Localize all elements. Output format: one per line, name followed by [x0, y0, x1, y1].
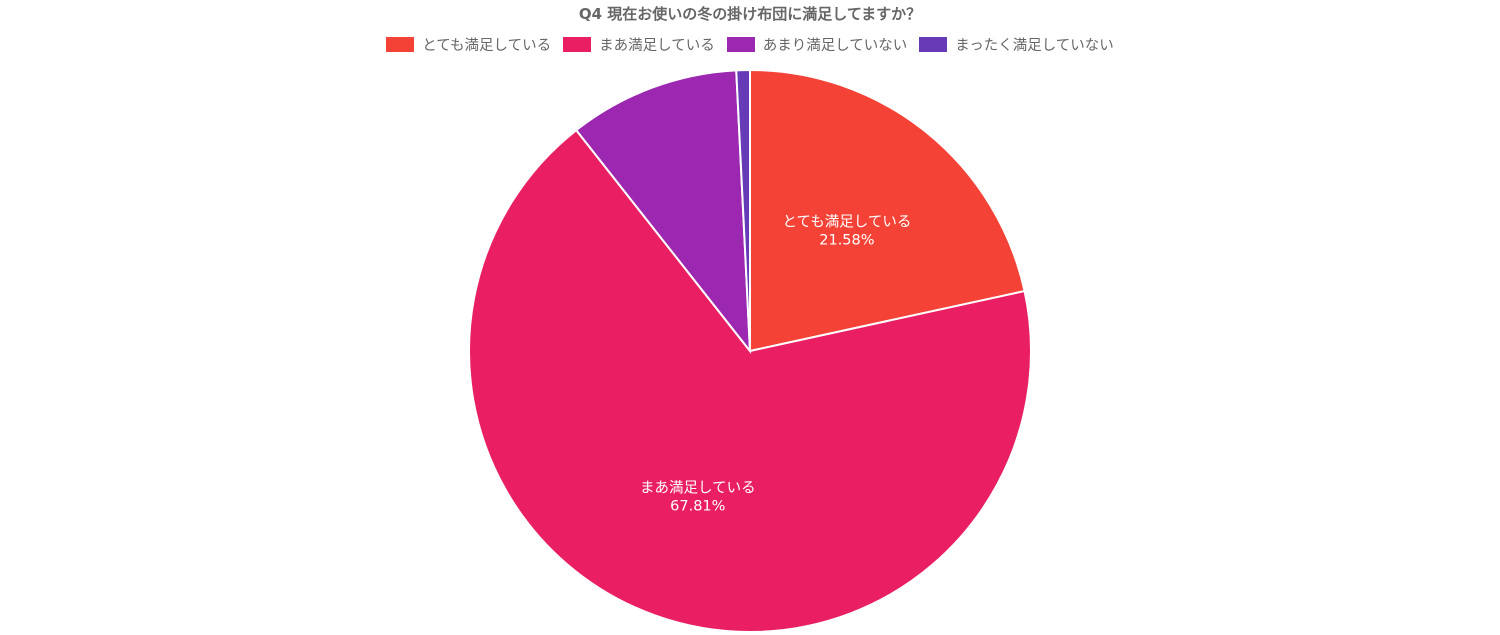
legend-swatch [726, 37, 755, 52]
slice-not-very-satisfied[interactable] [574, 69, 752, 355]
legend-item-very-satisfied[interactable]: とても満足している [386, 34, 551, 55]
chart-title: Q4 現在お使いの冬の掛け布団に満足してますか？ [578, 5, 922, 23]
slice-label: とても満足している [782, 214, 911, 231]
slice-not-at-all-satisfied[interactable] [735, 68, 751, 352]
legend-swatch [563, 37, 592, 52]
legend-label: まあ満足している [599, 38, 715, 54]
legend-label: とても満足している [422, 38, 552, 54]
legend-label: あまり満足していない [762, 38, 908, 54]
slice-label: まあ満足している [640, 480, 756, 497]
legend-swatch [919, 37, 948, 52]
legend-item-somewhat-satisfied[interactable]: まあ満足している [563, 34, 715, 55]
legend-label: まったく満足していない [955, 38, 1114, 54]
legend-swatch [386, 37, 415, 52]
legend: とても満足している まあ満足している あまり満足していない まったく満足していな… [0, 34, 1500, 55]
slice-value-label: 67.81% [670, 499, 725, 515]
slice-somewhat-satisfied[interactable] [468, 128, 1032, 633]
legend-item-not-at-all-satisfied[interactable]: まったく満足していない [919, 34, 1114, 55]
slice-value-label: 21.58% [819, 233, 874, 249]
legend-item-not-very-satisfied[interactable]: あまり満足していない [726, 34, 908, 55]
slice-very-satisfied[interactable] [749, 68, 1026, 353]
